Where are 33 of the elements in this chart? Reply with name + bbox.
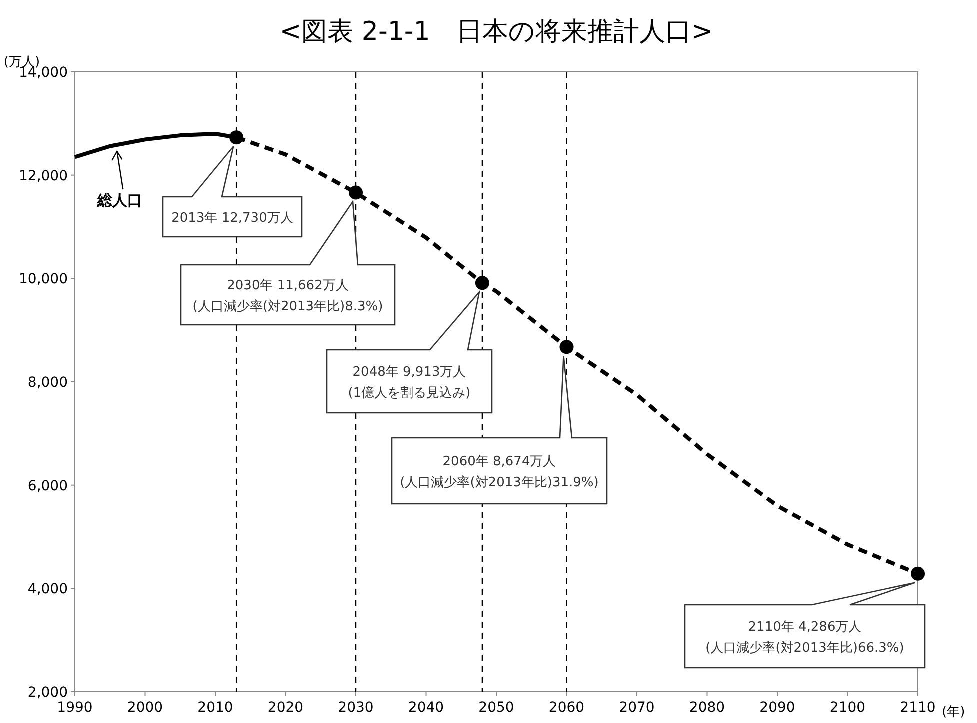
- point: [230, 130, 244, 145]
- point: [475, 276, 490, 290]
- chart-title: <図表 2-1-1 日本の将来推計人口>: [280, 17, 714, 47]
- x-tick-label: 2040: [408, 700, 444, 716]
- annotation: 総人口: [96, 192, 143, 210]
- y-tick-label: 10,000: [19, 272, 68, 288]
- x-tick-label: 2090: [760, 700, 796, 716]
- annotation: 2060年 8,674万人 (人口減少率(対2013年比)31.9%): [400, 454, 599, 490]
- x-tick-label: 1990: [57, 700, 93, 716]
- annotation: 2030年 11,662万人 (人口減少率(対2013年比)8.3%): [192, 278, 384, 314]
- x-tick-label: 2020: [268, 700, 304, 716]
- x-tick-label: 2080: [689, 700, 726, 716]
- x-tick-label: 2030: [338, 700, 374, 716]
- annotation: 2048年 9,913万人 (1億人を割る見込み): [348, 365, 471, 401]
- x-axis-title: (年): [942, 705, 966, 720]
- y-tick-label: 14,000: [19, 65, 68, 81]
- point: [911, 566, 925, 581]
- y-tick-label: 4,000: [28, 582, 68, 598]
- annotation: 2013年 12,730万人: [172, 211, 294, 226]
- x-tick-label: 2010: [198, 700, 234, 716]
- x-tick-label: 2050: [478, 700, 514, 716]
- x-tick-label: 2060: [548, 700, 585, 716]
- y-tick-label: 8,000: [28, 375, 68, 391]
- x-tick-label: 2070: [619, 700, 655, 716]
- y-tick-label: 2,000: [28, 685, 68, 701]
- annotation: 2110年 4,286万人 (人口減少率(対2013年比)66.3%): [706, 620, 904, 656]
- x-tick-label: 2100: [830, 700, 866, 716]
- x-tick-label: 2110: [900, 700, 936, 716]
- y-tick-label: 6,000: [28, 478, 68, 494]
- x-tick-label: 2000: [127, 700, 164, 716]
- point: [349, 186, 363, 200]
- y-tick-label: 12,000: [19, 168, 68, 184]
- point: [560, 340, 574, 354]
